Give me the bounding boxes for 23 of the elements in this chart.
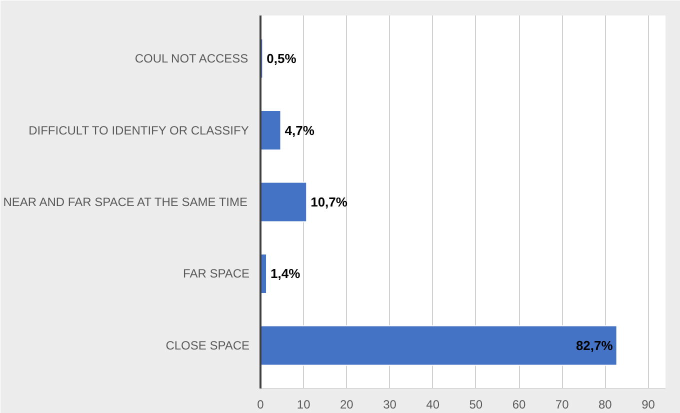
y-tick-label: NEAR AND FAR SPACE AT THE SAME TIME — [3, 195, 248, 209]
bar — [260, 325, 618, 366]
x-tick-label: 60 — [512, 398, 526, 412]
x-tick-label: 50 — [469, 398, 483, 412]
y-tick-label: DIFFICULT TO IDENTIFY OR CLASSIFY — [28, 123, 249, 138]
x-tick-label: 80 — [598, 398, 612, 412]
x-tick-label: 70 — [555, 398, 570, 412]
x-tick-label: 10 — [296, 398, 311, 412]
data-label: 4,7% — [284, 122, 315, 138]
data-label: 10,7% — [310, 194, 348, 210]
x-tick-label: 40 — [426, 398, 440, 412]
data-label: 0,5% — [266, 51, 297, 66]
x-tick-label: 0 — [257, 398, 264, 412]
data-label: 82,7% — [576, 338, 614, 353]
x-tick-label: 90 — [642, 398, 656, 412]
x-tick-label: 20 — [340, 398, 354, 412]
x-tick-label: 30 — [383, 398, 397, 412]
y-tick-label: FAR SPACE — [183, 266, 250, 281]
bar — [260, 110, 282, 150]
bar — [260, 182, 308, 222]
y-tick-label: COUL NOT ACCESS — [134, 52, 248, 66]
data-label: 1,4% — [270, 266, 301, 282]
y-tick-label: CLOSE SPACE — [166, 338, 250, 352]
